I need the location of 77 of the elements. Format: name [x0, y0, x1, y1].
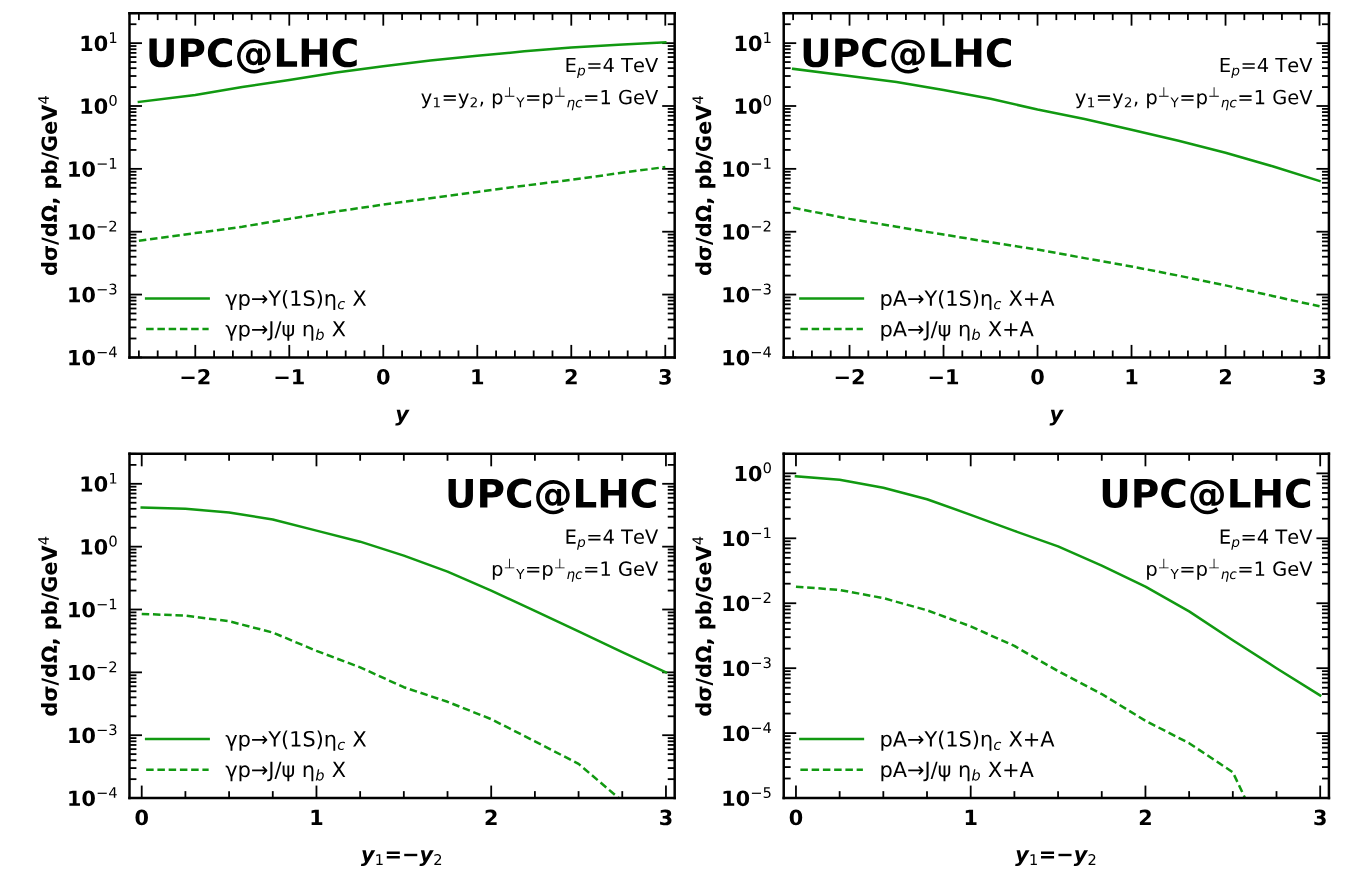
- annotation: UPC@LHC: [803, 37, 1011, 74]
- y-tick-label: 10$^{−4}$: [69, 346, 117, 366]
- x-axis-title: y: [395, 409, 410, 426]
- text: y$_{1}$=y$_{2}$, p$^{⊥}$$_{Υ}$=p$^{⊥}$$_{ηc}$=1 GeV: [1075, 87, 1313, 111]
- x-axis-title: y: [1049, 409, 1064, 426]
- x-tick-label: 0: [135, 809, 148, 826]
- legend-label: γp→J/ψ η$_{b}$ X: [225, 761, 346, 782]
- x-tick-label: 2: [1219, 368, 1231, 385]
- y-tick-label: 10$^{−3}$: [69, 283, 117, 303]
- y-tick-label: 10$^{1}$: [81, 32, 117, 52]
- y-axis-title: dσ/dΩ, pb/GeV$^{4}$: [692, 536, 716, 716]
- x-tick-label: 0: [377, 368, 390, 385]
- annotation: p$^{⊥}$$_{Υ}$=p$^{⊥}$$_{ηc}$=1 GeV: [492, 558, 659, 582]
- y-tick-label: 10$^{−4}$: [723, 346, 772, 366]
- x-tick-label: 2: [565, 368, 577, 385]
- x-tick-label: 2: [485, 809, 497, 826]
- x-tick-label: 3: [1313, 368, 1326, 385]
- annotation: E$_{p}$=4 TeV: [566, 529, 659, 550]
- annotation: E$_{p}$=4 TeV: [1220, 57, 1313, 79]
- line-series: [140, 612, 621, 799]
- y-tick-label: 10$^{−2}$: [69, 661, 117, 681]
- y-tick-label: 10$^{−1}$: [723, 527, 771, 547]
- x-tick-label: 2: [1139, 809, 1151, 826]
- x-tick-label: −1: [929, 369, 959, 385]
- y-tick-label: 10$^{−2}$: [723, 592, 771, 612]
- legend-label: pA→Υ(1S)η$_{c}$ X+A: [881, 289, 1055, 311]
- legend-label: γp→J/ψ η$_{b}$ X: [225, 321, 346, 341]
- annotation: E$_{p}$=4 TeV: [566, 57, 659, 79]
- line-series: [791, 206, 1321, 308]
- line-series: [794, 475, 1322, 697]
- y-tick-label: 10$^{1}$: [81, 472, 117, 492]
- annotation: p$^{⊥}$$_{Υ}$=p$^{⊥}$$_{ηc}$=1 GeV: [1147, 558, 1313, 582]
- x-tick-label: 3: [660, 809, 672, 826]
- legend-label: γp→Υ(1S)η$_{c}$ X: [225, 730, 367, 751]
- y-tick-label: 10$^{−5}$: [723, 787, 771, 807]
- legend-label: pA→J/ψ η$_{b}$ X+A: [881, 321, 1034, 341]
- annotation: UPC@LHC: [1102, 478, 1311, 515]
- x-tick-label: −2: [181, 368, 210, 385]
- y-tick-label: 10$^{0}$: [735, 462, 771, 482]
- y-tick-label: 10$^{−4}$: [723, 722, 772, 742]
- text: y$_{1}$=y$_{2}$, p$^{⊥}$$_{Υ}$=p$^{⊥}$$_{ηc}$=1 GeV: [421, 87, 659, 111]
- x-axis-title: y$_{1}$=−y$_{2}$: [1015, 850, 1096, 867]
- y-tick-label: 10$^{1}$: [735, 32, 771, 52]
- line-series: [137, 165, 667, 242]
- x-tick-label: −1: [275, 369, 304, 385]
- x-axis-title: y$_{1}$=−y$_{2}$: [360, 850, 442, 867]
- x-tick-label: 1: [472, 369, 484, 385]
- x-tick-label: 1: [311, 809, 323, 826]
- x-tick-label: 1: [965, 809, 977, 826]
- x-tick-label: 3: [1314, 809, 1326, 826]
- y-tick-label: 10$^{−1}$: [69, 598, 117, 618]
- y-tick-label: 10$^{−3}$: [723, 283, 771, 303]
- y-tick-label: 10$^{−3}$: [723, 657, 771, 677]
- legend-label: γp→Υ(1S)η$_{c}$ X: [225, 289, 367, 311]
- annotation: E$_{p}$=4 TeV: [1220, 529, 1313, 550]
- x-tick-label: 1: [1126, 369, 1138, 385]
- y-tick-label: 10$^{−1}$: [723, 158, 771, 177]
- x-tick-label: −2: [835, 368, 864, 385]
- y-tick-label: 10$^{0}$: [81, 535, 117, 555]
- legend-label: pA→J/ψ η$_{b}$ X+A: [881, 761, 1034, 782]
- y-axis-title: dσ/dΩ, pb/GeV$^{4}$: [38, 536, 62, 716]
- y-tick-label: 10$^{0}$: [81, 94, 117, 115]
- line-series: [794, 585, 1247, 799]
- x-tick-label: 0: [789, 809, 803, 826]
- x-tick-label: 0: [1031, 368, 1044, 385]
- y-axis-title: dσ/dΩ, pb/GeV$^{4}$: [38, 96, 62, 276]
- y-tick-label: 10$^{0}$: [735, 94, 771, 115]
- y-tick-label: 10$^{−1}$: [69, 158, 117, 177]
- y-axis-title: dσ/dΩ, pb/GeV$^{4}$: [692, 96, 716, 276]
- y-tick-label: 10$^{−3}$: [69, 724, 117, 744]
- legend-label: pA→Υ(1S)η$_{c}$ X+A: [881, 730, 1055, 751]
- x-tick-label: 3: [659, 368, 671, 385]
- y-tick-label: 10$^{−2}$: [69, 220, 117, 240]
- annotation: UPC@LHC: [149, 37, 357, 74]
- y-tick-label: 10$^{−2}$: [723, 220, 771, 240]
- annotation: UPC@LHC: [448, 478, 656, 515]
- y-tick-label: 10$^{−4}$: [69, 787, 117, 807]
